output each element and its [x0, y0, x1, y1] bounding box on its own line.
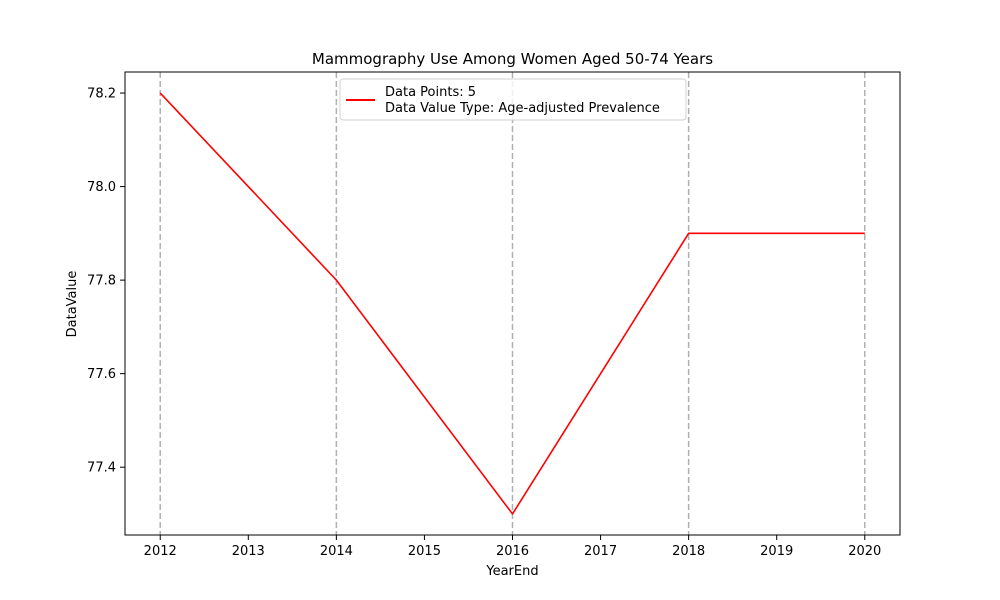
y-tick-label: 78.0: [87, 180, 116, 195]
y-tick-label: 78.2: [87, 87, 116, 102]
x-tick-label: 2016: [496, 544, 529, 559]
x-tick-label: 2017: [584, 544, 617, 559]
legend-label-line1: Data Points: 5: [385, 85, 476, 100]
y-axis: 77.4 77.6 77.8 78.0 78.2: [87, 87, 125, 476]
x-tick-label: 2012: [144, 544, 177, 559]
x-tick-label: 2019: [760, 544, 793, 559]
y-tick-label: 77.4: [87, 461, 116, 476]
gridlines: [159, 72, 866, 535]
x-tick-label: 2020: [848, 544, 881, 559]
y-tick-label: 77.8: [87, 274, 116, 289]
plot-area-frame: [124, 71, 901, 536]
legend-box: [339, 78, 687, 121]
x-axis-label: YearEnd: [485, 564, 538, 579]
legend-label-line2: Data Value Type: Age-adjusted Prevalence: [385, 101, 660, 116]
y-axis-label: DataValue: [65, 271, 80, 338]
x-tick-label: 2013: [232, 544, 265, 559]
legend: Data Points: 5 Data Value Type: Age-adju…: [339, 78, 687, 121]
x-axis: 2012 2013 2014 2015 2016 2017 2018 2019 2020: [144, 535, 881, 559]
y-tick-label: 77.6: [87, 367, 116, 382]
x-tick-label: 2015: [408, 544, 441, 559]
x-tick-label: 2018: [672, 544, 705, 559]
series-group: [159, 92, 865, 515]
series-line: [159, 92, 865, 515]
x-tick-label: 2014: [320, 544, 353, 559]
chart-title: Mammography Use Among Women Aged 50-74 Y…: [312, 50, 713, 68]
